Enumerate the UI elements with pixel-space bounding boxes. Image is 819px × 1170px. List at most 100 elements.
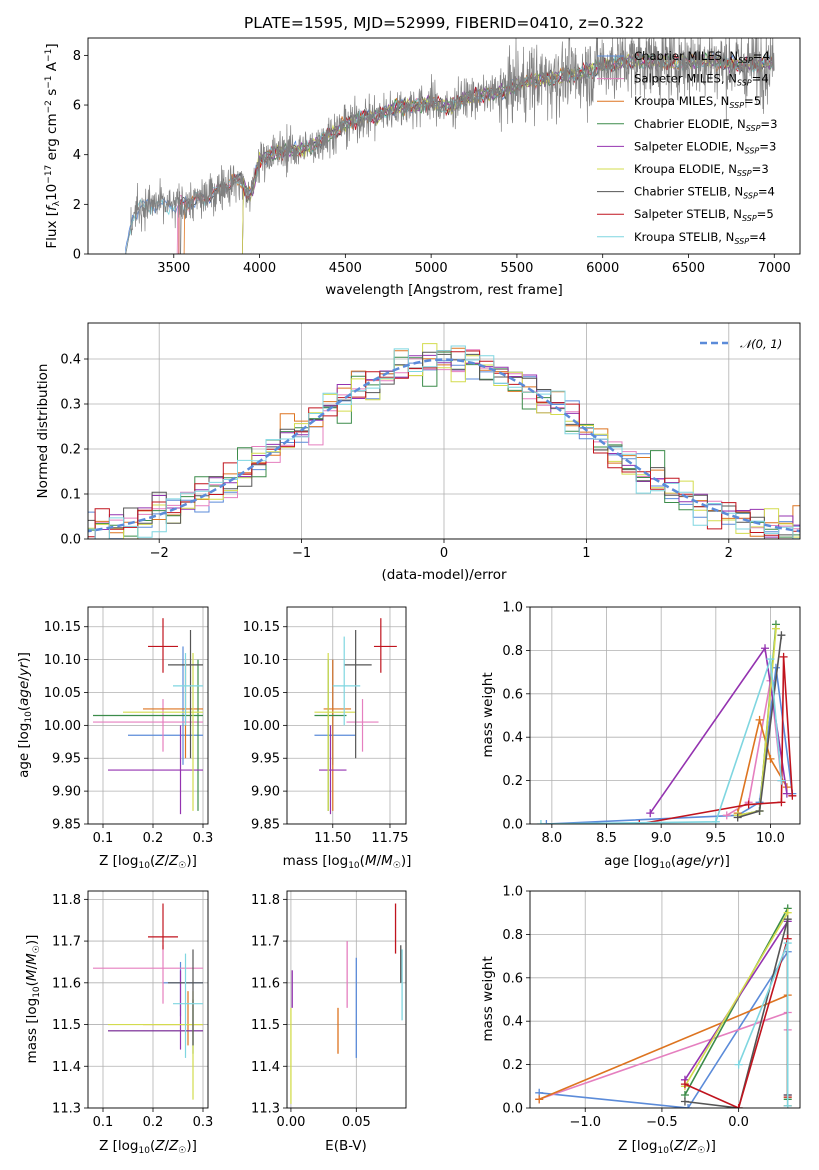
legend-label: Kroupa MILES, NSSP=5	[634, 94, 761, 110]
residuals-ticklabel-x: −1	[292, 546, 311, 561]
weight_vs_age-ticklabel-y: 0.6	[502, 687, 523, 702]
residuals-ticklabel-x: −2	[150, 546, 169, 561]
residuals-ticklabel-y: 0.1	[60, 488, 81, 503]
axes-frame	[529, 890, 801, 1109]
weight_vs_age-axes: 8.0 8.5 9.0 9.5 10.0 0.0 0.2 0.4 0.6 0.8 1.0	[502, 601, 801, 846]
mass-vs-Z-ylabel: mass [log10(M/M☉)]	[24, 935, 42, 1064]
weight-marker	[766, 655, 775, 664]
weight_vs_age-ticklabel-y: 0.2	[502, 774, 523, 789]
age_vs_mass-ticklabel-y: 9.85	[251, 818, 280, 833]
residuals-ylabel: Normed distribution	[35, 364, 51, 499]
mass_vs_Z-ticklabel-y: 11.5	[52, 1018, 81, 1033]
age_vs_mass-ticklabel-y: 9.90	[251, 785, 280, 800]
weight-line	[726, 680, 783, 816]
weight-marker	[755, 715, 764, 724]
weight_vs_age-ticklabel-x: 8.0	[542, 831, 563, 846]
mass_vs_Z-ticklabel-y: 11.6	[52, 976, 81, 991]
weight-marker	[783, 1101, 792, 1108]
legend-subscript: SSP	[746, 124, 761, 133]
weight-marker	[744, 800, 753, 809]
histogram-step	[88, 343, 800, 539]
axes-frame	[286, 890, 407, 1109]
axes-frame	[87, 606, 209, 825]
legend-subscript: SSP	[742, 214, 757, 223]
weight-marker	[536, 820, 545, 824]
spectrum-plot-area	[125, 38, 775, 254]
weight-line	[684, 938, 789, 1108]
spectrum-ticklabel-y: 6	[73, 99, 81, 114]
mass_vs_ebv-plot-area	[287, 891, 406, 1108]
age_vs_mass-ticklabel-y: 10.15	[243, 620, 280, 635]
age_vs_Z-ticklabel-x: 0.3	[193, 831, 214, 846]
weight_vs_age-ticklabel-x: 8.5	[596, 831, 617, 846]
histogram-step	[88, 351, 800, 539]
residuals-ticklabel-y: 0.2	[60, 443, 81, 458]
age_vs_mass-ticklabel-y: 10.10	[243, 653, 280, 668]
mass-vs-ebv-xlabel: E(B-V)	[325, 1138, 367, 1154]
mass_vs_Z-ticklabel-x: 0.1	[93, 1115, 114, 1130]
weight_vs_age-ticklabel-x: 9.5	[705, 831, 726, 846]
weight-vs-age-xlabel: age [log10(age/yr)]	[604, 853, 730, 871]
residuals-axes: −2 −1 0 1 2 0.0 0.1 0.2 0.3 0.4 𝒩(0, 1)	[60, 322, 801, 561]
legend-value: =3	[752, 162, 769, 176]
age_vs_Z-ticklabel-y: 10.15	[44, 620, 81, 635]
weight-marker	[680, 1080, 689, 1089]
histogram-step	[88, 354, 800, 539]
spectrum-ticklabel-x: 7000	[758, 261, 791, 276]
legend-label: Chabrier STELIB, NSSP=4	[634, 185, 775, 201]
weight_vs_Z-axes: −1.0 −0.5 0.0 0.0 0.2 0.4 0.6 0.8 1.0	[502, 885, 801, 1130]
weight-marker	[788, 791, 797, 800]
legend-label: Chabrier ELODIE, NSSP=3	[634, 117, 778, 133]
mass_vs_ebv-ticklabel-x: 0.05	[342, 1115, 371, 1130]
legend-subscript: SSP	[729, 101, 744, 110]
legend-subscript: SSP	[734, 237, 749, 246]
mass_vs_ebv-ticklabel-y: 11.6	[251, 976, 280, 991]
weight-marker	[542, 820, 551, 824]
spectrum-ticklabel-x: 6500	[672, 261, 705, 276]
residuals-ticklabel-y: 0.4	[60, 353, 81, 368]
mass_vs_ebv-ticklabel-y: 11.8	[251, 893, 280, 908]
spectrum-ticklabel-x: 3500	[157, 261, 190, 276]
weight_vs_Z-ticklabel-x: −0.5	[646, 1115, 678, 1130]
weight_vs_age-ticklabel-y: 0.0	[502, 818, 523, 833]
mass_vs_Z-ticklabel-x: 0.2	[143, 1115, 164, 1130]
age_vs_Z-ticklabel-x: 0.1	[93, 831, 114, 846]
weight-marker	[684, 1104, 693, 1108]
weight-marker	[761, 644, 770, 653]
weight_vs_Z-ticklabel-y: 0.8	[502, 928, 523, 943]
spectrum-legend: Chabrier MILES, NSSP=4 Salpeter MILES, NS…	[597, 49, 778, 246]
legend-value: =4	[753, 49, 770, 63]
legend-label: Salpeter STELIB, NSSP=5	[634, 207, 774, 223]
spectrum-xlabel: wavelength [Angstrom, rest frame]	[325, 282, 563, 298]
mass_vs_ebv-axes: 0.00 0.05 11.3 11.4 11.5 11.6 11.7 11.8	[251, 890, 407, 1130]
weight-line	[540, 658, 783, 824]
residuals-ticklabel-x: 0	[440, 546, 448, 561]
age_vs_Z-ticklabel-x: 0.2	[143, 831, 164, 846]
age_vs_mass-ticklabel-y: 9.95	[251, 752, 280, 767]
legend-value: =4	[758, 185, 775, 199]
weight-line	[684, 918, 789, 1095]
weight-line	[546, 667, 794, 824]
weight-vs-Z-xlabel: Z [log10(Z/Z☉)]	[618, 1138, 716, 1156]
legend-label: Kroupa STELIB, NSSP=4	[634, 230, 766, 246]
residuals-ticklabel-y: 0.3	[60, 398, 81, 413]
weight_vs_age-plot-area	[530, 607, 800, 824]
weight-line	[538, 993, 789, 1106]
legend-label: Chabrier MILES, NSSP=4	[634, 49, 770, 65]
axes-frame	[87, 890, 209, 1109]
weight-line	[684, 908, 789, 1100]
spectrum-ticklabel-y: 2	[73, 198, 81, 213]
mass_vs_ebv-ticklabel-y: 11.5	[251, 1018, 280, 1033]
mass_vs_ebv-ticklabel-y: 11.3	[251, 1102, 280, 1117]
mass-vs-Z-xlabel: Z [log10(Z/Z☉)]	[99, 1138, 197, 1156]
weight-marker	[755, 806, 764, 815]
spectrum-ticklabel-x: 5000	[415, 261, 448, 276]
spectrum-ticklabel-y: 0	[73, 248, 81, 263]
age_vs_mass-axes: 11.50 11.75 9.85 9.90 9.95 10.00 10.05 10.10 10.…	[243, 606, 409, 846]
mass_vs_Z-ticklabel-y: 11.8	[52, 893, 81, 908]
legend-value: =4	[752, 72, 769, 86]
histogram-step	[88, 351, 800, 538]
mass_vs_Z-ticklabel-y: 11.7	[52, 935, 81, 950]
axes-frame	[529, 606, 801, 825]
